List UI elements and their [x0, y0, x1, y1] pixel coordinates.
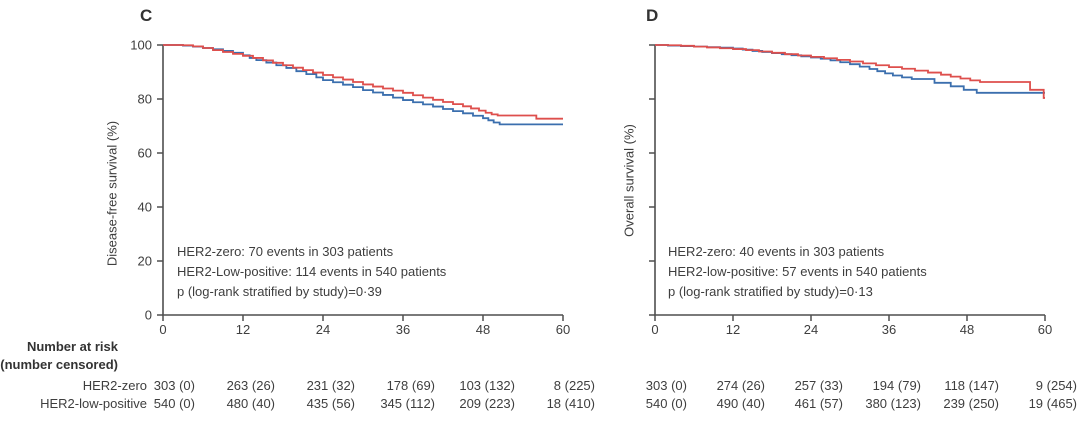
annotation-panel-c: HER2-zero: 70 events in 303 patients HER… [177, 242, 446, 302]
panel-label-d: D [646, 6, 659, 25]
panel-c-x-tick-label: 24 [316, 322, 330, 337]
risk-value-panel-d-her2-low-positive-t48: 239 (250) [943, 396, 999, 411]
risk-value-panel-c-her2-low-positive-t60: 18 (410) [546, 396, 595, 411]
annotation-line-her2-low: HER2-Low-positive: 114 events in 540 pat… [177, 264, 447, 279]
panel-d-x-tick-label: 12 [726, 322, 740, 337]
risk-value-panel-c-her2-zero-t24: 231 (32) [306, 378, 355, 393]
annotation-line-pvalue: p (log-rank stratified by study)=0·39 [177, 284, 382, 299]
panel-c-x-tick-label: 36 [396, 322, 410, 337]
risk-value-panel-d-her2-low-positive-t24: 461 (57) [794, 396, 843, 411]
risk-value-panel-c-her2-low-positive-t12: 480 (40) [226, 396, 275, 411]
risk-value-panel-c-her2-zero-t48: 103 (132) [459, 378, 515, 393]
panel-d-curve-her2-zero [655, 44, 1045, 94]
panel-c-x-tick-label: 48 [476, 322, 490, 337]
panel-c-y-tick-label: 0 [145, 308, 152, 323]
risk-value-panel-d-her2-low-positive-t12: 490 (40) [716, 396, 765, 411]
risk-value-panel-c-her2-zero-t0: 303 (0) [153, 378, 195, 393]
risk-table-header-line2: (number censored) [0, 357, 118, 372]
panel-c-y-tick-label: 60 [138, 146, 152, 161]
risk-value-panel-c-her2-zero-t36: 178 (69) [386, 378, 435, 393]
panel-d-x-tick-label: 24 [804, 322, 818, 337]
panel-label-c: C [140, 6, 153, 25]
annotation-line-her2-zero: HER2-zero: 40 events in 303 patients [668, 244, 885, 259]
risk-value-panel-c-her2-low-positive-t24: 435 (56) [306, 396, 355, 411]
risk-row-label-her2-zero: HER2-zero [82, 378, 147, 393]
panel-c-y-tick-label: 80 [138, 92, 152, 107]
risk-row-label-her2-low-positive: HER2-low-positive [40, 396, 147, 411]
risk-value-panel-d-her2-zero-t12: 274 (26) [716, 378, 765, 393]
risk-value-panel-d-her2-low-positive-t36: 380 (123) [865, 396, 921, 411]
risk-value-panel-d-her2-zero-t0: 303 (0) [645, 378, 687, 393]
risk-value-panel-c-her2-low-positive-t36: 345 (112) [380, 396, 435, 411]
panel-c-x-tick-label: 12 [236, 322, 250, 337]
panel-c-y-tick-label: 40 [138, 200, 152, 215]
panel-c-y-tick-label: 100 [130, 38, 152, 53]
panel-d-x-tick-label: 0 [651, 322, 658, 337]
panel-d-x-tick-label: 60 [1038, 322, 1052, 337]
risk-value-panel-d-her2-zero-t60: 9 (254) [1035, 378, 1077, 393]
panel-c-x-tick-label: 0 [159, 322, 166, 337]
risk-value-panel-d-her2-zero-t48: 118 (147) [944, 378, 999, 393]
panel-c-y-tick-label: 20 [138, 254, 152, 269]
annotation-line-her2-zero: HER2-zero: 70 events in 303 patients [177, 244, 394, 259]
annotation-panel-d: HER2-zero: 40 events in 303 patients HER… [668, 242, 927, 302]
annotation-line-pvalue: p (log-rank stratified by study)=0·13 [668, 284, 873, 299]
annotation-line-her2-low: HER2-low-positive: 57 events in 540 pati… [668, 264, 927, 279]
panel-d-x-tick-label: 48 [960, 322, 974, 337]
risk-value-panel-c-her2-low-positive-t0: 540 (0) [153, 396, 195, 411]
y-axis-title-disease-free-survival: Disease-free survival (%) [104, 120, 120, 267]
risk-table-header-line1: Number at risk [26, 339, 118, 354]
risk-value-panel-c-her2-zero-t12: 263 (26) [226, 378, 275, 393]
y-axis-title-overall-survival: Overall survival (%) [621, 124, 637, 237]
risk-value-panel-d-her2-zero-t24: 257 (33) [794, 378, 843, 393]
risk-value-panel-c-her2-low-positive-t48: 209 (223) [459, 396, 515, 411]
panel-d-x-tick-label: 36 [882, 322, 896, 337]
risk-value-panel-d-her2-low-positive-t60: 19 (465) [1028, 396, 1077, 411]
panel-d-curve-her2-low-positive [655, 44, 1045, 99]
panel-c-curve-her2-low-positive [163, 44, 563, 120]
risk-value-panel-c-her2-zero-t60: 8 (225) [553, 378, 595, 393]
risk-value-panel-d-her2-zero-t36: 194 (79) [872, 378, 921, 393]
panel-c-x-tick-label: 60 [556, 322, 570, 337]
risk-value-panel-d-her2-low-positive-t0: 540 (0) [645, 396, 687, 411]
